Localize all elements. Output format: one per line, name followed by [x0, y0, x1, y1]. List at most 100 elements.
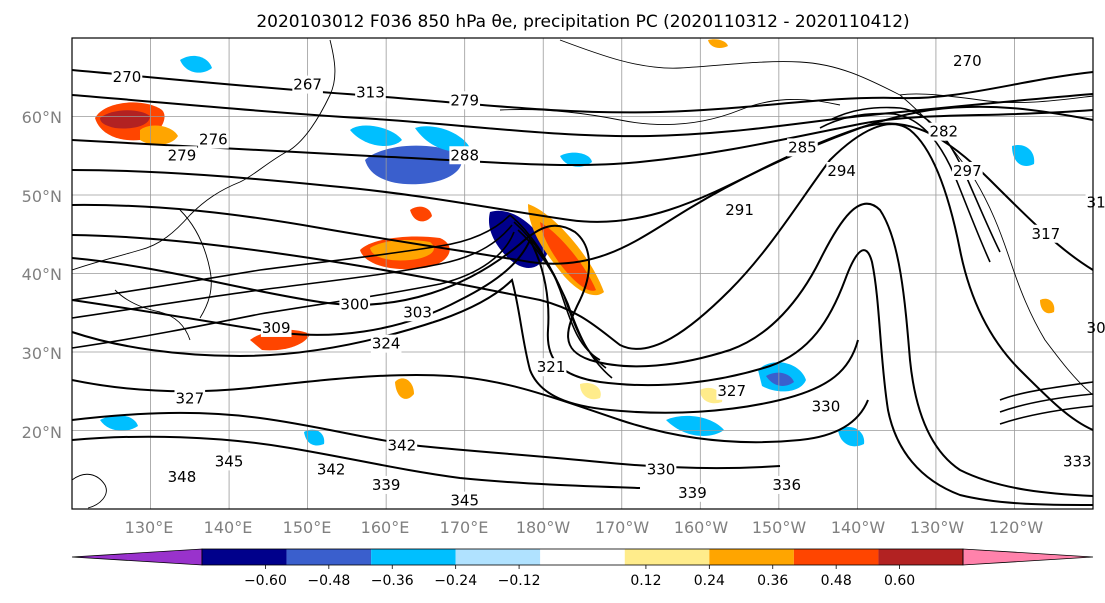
contour-label: 279	[168, 146, 197, 164]
contour-label-bg	[449, 91, 481, 110]
contour-label-bg	[449, 491, 481, 510]
contour-label-bg	[315, 460, 347, 479]
contour-label-bg	[198, 130, 229, 149]
contour-label-bg	[787, 138, 818, 157]
contour-label: 285	[788, 138, 817, 156]
contour-line	[71, 237, 1094, 506]
lon-axis: 130°E 140°E 150°E 160°E 170°E 180°W 170°…	[125, 518, 1044, 537]
colorbar-tick-label: 0.36	[757, 573, 788, 589]
contour-label-bg	[166, 146, 198, 165]
contour-label: 315	[1087, 193, 1105, 211]
contour-line	[71, 231, 515, 349]
contour-label-bg	[386, 436, 418, 455]
contour-label-bg	[1061, 452, 1093, 471]
contour-label: 276	[199, 131, 228, 149]
colorbar-tick-label: −0.36	[371, 573, 414, 589]
colorbar-segment	[286, 549, 372, 565]
lon-tick-label: 160°E	[361, 518, 410, 537]
contour-label: 330	[812, 397, 841, 415]
contour-label: 270	[113, 68, 142, 86]
contour-label: 267	[293, 76, 322, 94]
colorbar-tick-label: −0.24	[434, 573, 477, 589]
contour-label-bg	[716, 381, 748, 400]
precip-blob	[708, 39, 728, 48]
contour-label: 339	[372, 476, 401, 494]
lat-axis: 60°N 50°N 40°N 30°N 20°N	[22, 108, 62, 442]
contour-label-bg	[449, 146, 481, 165]
precip-blob	[304, 429, 325, 446]
colorbar-tick-label: −0.60	[244, 573, 287, 589]
contour-label: 327	[717, 382, 746, 400]
contour-line	[999, 405, 1094, 425]
contour-label-bg	[402, 303, 433, 322]
contour-line	[71, 105, 1094, 223]
lon-tick-label: 170°W	[595, 518, 650, 537]
contour-label-bg	[260, 318, 292, 337]
lon-tick-label: 150°E	[283, 518, 332, 537]
contour-line	[999, 393, 1094, 413]
colorbar-segment	[878, 549, 963, 565]
contour-label-bg	[213, 452, 245, 471]
colorbar-segment	[624, 549, 710, 565]
precip-blob	[1012, 144, 1035, 166]
precip-blob	[560, 152, 592, 167]
precip-blob	[488, 210, 548, 269]
colorbar-extend-low	[71, 548, 203, 566]
contour-line	[71, 69, 1094, 114]
contour-label: 324	[372, 335, 401, 353]
precip-blob	[1040, 298, 1055, 314]
colorbar-segment	[709, 549, 794, 565]
lon-tick-label: 150°W	[752, 518, 807, 537]
precip-blob	[350, 125, 402, 146]
contour-label-bg	[355, 83, 386, 102]
contour-label-bg	[370, 334, 402, 353]
precip-blob	[365, 145, 462, 185]
lat-tick-label: 50°N	[22, 187, 62, 206]
contour-label-bg	[174, 389, 206, 408]
lat-tick-label: 20°N	[22, 423, 62, 442]
contour-label-bg	[166, 468, 198, 487]
colorbar-segment	[202, 549, 287, 565]
lon-tick-label: 170°E	[440, 518, 489, 537]
lon-tick-label: 120°W	[989, 518, 1044, 537]
contour-label: 282	[929, 123, 958, 141]
contour-label-bg	[724, 201, 755, 220]
lon-tick-label: 130°E	[125, 518, 174, 537]
contour-label-bg	[1085, 193, 1105, 212]
colorbar-segment	[540, 549, 625, 565]
colorbar-outline	[201, 548, 964, 566]
contour-line	[71, 202, 1094, 497]
contour-label: 321	[537, 358, 566, 376]
precip-blob	[666, 415, 724, 436]
precip-blob	[580, 382, 601, 400]
contour-label-bg	[292, 75, 323, 94]
contour-label-bg	[677, 483, 708, 502]
precip-blob	[180, 55, 212, 73]
contour-line	[71, 224, 513, 319]
precip-blob	[766, 372, 794, 386]
colorbar-tick-label: 0.60	[884, 573, 915, 589]
colorbar-segment	[371, 549, 456, 565]
canada-coast	[899, 93, 1094, 103]
contour-label: 313	[356, 83, 385, 101]
contour-label-bg	[952, 161, 983, 180]
precip-blob	[415, 126, 470, 152]
colorbar-segment	[455, 549, 541, 565]
contour-label: 345	[215, 452, 244, 470]
precip-blob	[100, 415, 138, 431]
sakhalin-coast	[179, 209, 212, 319]
precip-blob	[410, 206, 432, 222]
contour-labels: 2702673132792762792882852702732822942972…	[111, 52, 1105, 510]
contour-line	[517, 229, 613, 379]
contour-label: 327	[175, 390, 204, 408]
contour-line	[71, 214, 511, 301]
contour-label: 300	[340, 295, 369, 313]
contour-line	[71, 373, 869, 444]
colorbar-tick-label: −0.12	[498, 573, 541, 589]
asia-coast	[71, 39, 336, 271]
colorbar-segments	[71, 548, 1094, 566]
contour-label-bg	[826, 161, 857, 180]
contour-label-bg	[370, 475, 402, 494]
coastlines	[71, 39, 1094, 509]
contour-label-bg	[1030, 224, 1062, 243]
